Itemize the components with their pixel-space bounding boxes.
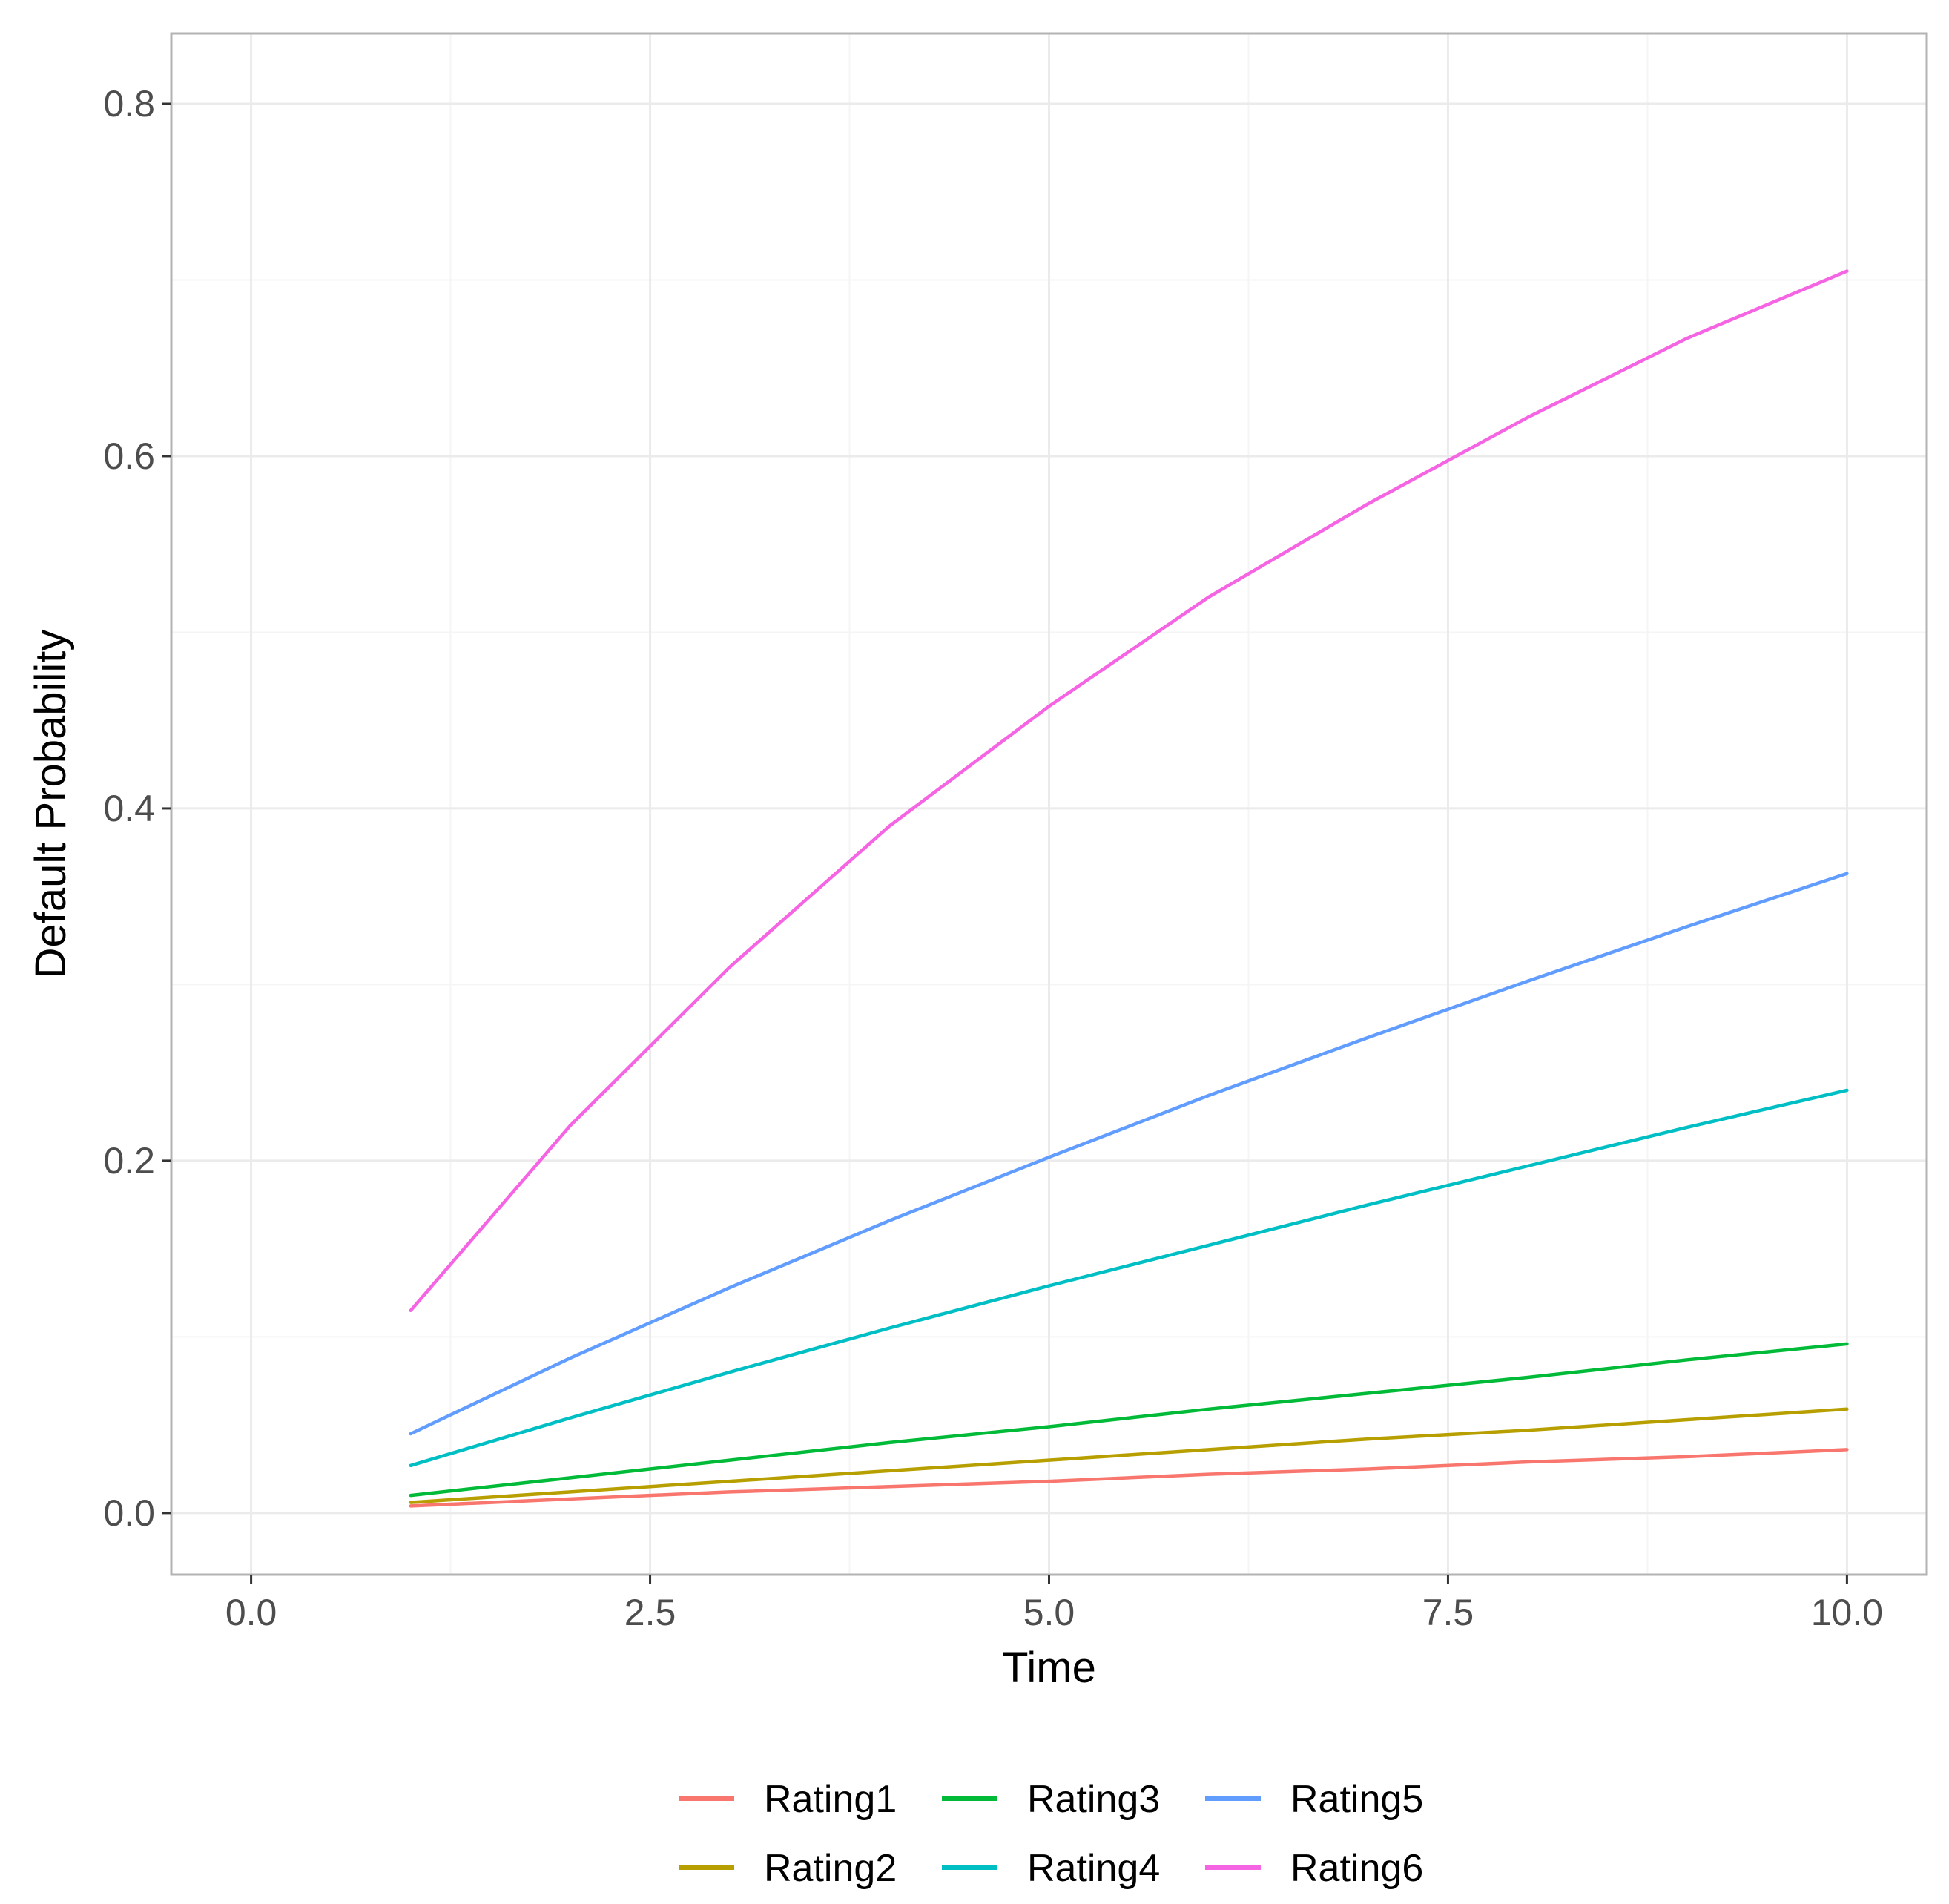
y-tick-label: 0.0 [103,1492,155,1534]
y-tick-label: 0.6 [103,435,155,477]
legend-label-rating4: Rating4 [1027,1847,1160,1890]
series-line-rating2 [409,1407,1849,1504]
legend-label-rating5: Rating5 [1290,1778,1423,1821]
x-tick-label: 2.5 [624,1592,676,1633]
x-tick-label: 7.5 [1422,1592,1474,1633]
legend-label-rating3: Rating3 [1027,1778,1160,1821]
series-line-rating6 [409,269,1849,1313]
legend-label-rating1: Rating1 [764,1778,897,1821]
y-tick-label: 0.2 [103,1140,155,1182]
series-line-rating5 [409,872,1849,1436]
y-tick-label: 0.8 [103,83,155,125]
legend-label-rating6: Rating6 [1290,1847,1423,1890]
major-gridlines [171,33,1927,1575]
x-axis-title: Time [1002,1644,1096,1692]
legend: Rating1 Rating2 Rating3 Rating4 Rating5 Ratin… [679,1778,1423,1890]
y-axis-title: Default Probability [27,630,75,979]
y-axis-ticks: 0.0 0.2 0.4 0.6 0.8 [103,83,171,1534]
series-lines [409,269,1849,1508]
x-axis-ticks: 0.0 2.5 5.0 7.5 10.0 [225,1575,1883,1633]
legend-label-rating2: Rating2 [764,1847,897,1890]
x-tick-label: 0.0 [225,1592,277,1633]
series-line-rating1 [409,1448,1849,1508]
y-tick-label: 0.4 [103,788,155,829]
series-line-rating4 [409,1088,1849,1468]
x-tick-label: 10.0 [1811,1592,1883,1633]
series-line-rating3 [409,1342,1849,1498]
x-tick-label: 5.0 [1023,1592,1075,1633]
